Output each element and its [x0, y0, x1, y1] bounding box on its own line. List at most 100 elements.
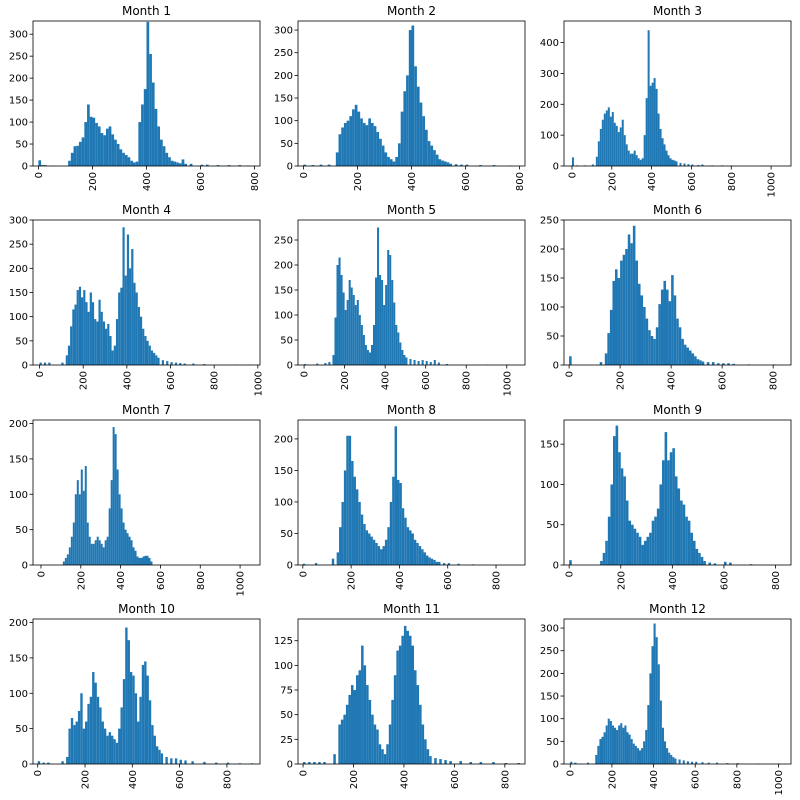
x-tick-label: 0	[33, 770, 44, 776]
x-tick-label: 200	[349, 770, 360, 789]
histogram-bar	[147, 22, 150, 166]
y-tick-label: 50	[546, 520, 559, 531]
histogram-bar	[666, 290, 669, 365]
histogram-bar	[106, 736, 108, 764]
y-tick-label: 100	[9, 490, 28, 501]
histogram-bar	[433, 560, 435, 565]
y-tick-label: 50	[15, 724, 28, 735]
histogram-bar	[634, 529, 637, 565]
histogram-bar	[399, 483, 401, 565]
histogram-bar	[156, 746, 158, 764]
histogram-bar	[120, 707, 122, 764]
histogram-bar	[109, 126, 112, 166]
histogram-bar	[679, 759, 681, 764]
histogram-bar	[85, 302, 87, 365]
histogram-bar	[652, 521, 655, 565]
histogram-panel: Month 301002003004000 200 400 600 800 1000	[540, 4, 791, 197]
histogram-bar	[421, 549, 423, 565]
histogram-bar	[665, 432, 668, 565]
histogram-bar	[668, 753, 670, 764]
histogram-bar	[397, 333, 399, 366]
histogram-bar	[79, 287, 81, 365]
histogram-bar	[116, 743, 118, 764]
histogram-bar	[157, 126, 160, 166]
histogram-bar	[404, 518, 406, 565]
y-tick-label: 100	[540, 714, 559, 725]
histogram-bar	[371, 345, 373, 365]
histogram-bar	[114, 140, 117, 166]
histogram-bar	[73, 725, 75, 764]
histogram-bar	[407, 527, 409, 565]
histogram-bar	[356, 675, 359, 764]
y-tick-label: 100	[540, 303, 559, 314]
histogram-bar	[649, 673, 651, 764]
histogram-bar	[658, 664, 660, 764]
histogram-bar	[640, 160, 642, 166]
histogram-bar	[105, 540, 107, 565]
y-tick-label: 100	[540, 480, 559, 491]
histogram-bar	[339, 134, 342, 166]
histogram-bar	[404, 626, 407, 764]
y-tick-label: 75	[280, 686, 293, 697]
x-tick-label: 800	[210, 371, 221, 390]
histogram-bar	[148, 558, 150, 565]
histogram-bar	[107, 324, 109, 365]
histogram-bar	[436, 562, 438, 565]
x-tick-label: 600	[687, 172, 698, 191]
histogram-bar	[656, 637, 658, 764]
histogram-bar	[569, 356, 572, 365]
x-tick-label: 200	[616, 571, 627, 590]
histogram-bar	[341, 275, 343, 365]
histogram-bar	[662, 728, 664, 764]
histogram-bar	[569, 560, 572, 565]
y-tick-label: 200	[9, 264, 28, 275]
histogram-bar	[78, 711, 80, 764]
histogram-bar	[679, 327, 682, 365]
histogram-bar	[670, 755, 672, 764]
histogram-bar	[629, 735, 631, 764]
histogram-bar	[412, 26, 415, 166]
histogram-bar	[129, 268, 131, 365]
histogram-bar	[600, 561, 603, 565]
histogram-bar	[623, 476, 626, 565]
histogram-bar	[103, 135, 106, 166]
y-tick-label: 50	[546, 737, 559, 748]
histogram-bar	[428, 141, 431, 166]
histogram-bar	[664, 144, 666, 166]
histogram-bar	[68, 161, 71, 166]
x-tick-label: 800	[222, 770, 233, 789]
histogram-bar	[614, 123, 616, 166]
histogram-bar	[111, 134, 114, 166]
histogram-bar	[122, 153, 125, 166]
histogram-bar	[658, 304, 661, 365]
histogram-bar	[353, 295, 355, 365]
x-tick-label: 800	[727, 172, 738, 191]
axes-frame	[298, 220, 525, 365]
histogram-bar	[38, 160, 41, 166]
histogram-bar	[701, 557, 704, 565]
histogram-bar	[602, 120, 604, 166]
histogram-bar	[683, 505, 686, 565]
y-tick-label: 50	[280, 710, 293, 721]
histogram-bar	[102, 722, 104, 764]
histogram-bar	[174, 162, 177, 166]
histogram-bar	[610, 117, 612, 166]
histogram-bar	[70, 326, 72, 365]
x-tick-label: 200	[340, 371, 351, 390]
x-tick-label: 800	[769, 371, 780, 390]
histogram-bar	[626, 501, 629, 565]
y-tick-label: 200	[9, 419, 28, 430]
histogram-bar	[155, 109, 158, 166]
histogram-bar	[658, 114, 660, 166]
histogram-bar	[365, 345, 367, 365]
histogram-bar	[676, 319, 679, 365]
histogram-panel: Month 70501001502000 200 400 600 800 1000	[9, 403, 260, 596]
histogram-bar	[182, 159, 185, 166]
histogram-bar	[610, 721, 612, 764]
histogram-bar	[674, 759, 676, 764]
histogram-bar	[130, 672, 132, 764]
histogram-bar	[139, 558, 141, 565]
histogram-bar	[391, 700, 394, 764]
histogram-bar	[379, 744, 382, 764]
x-tick-label: 1000	[253, 371, 264, 396]
